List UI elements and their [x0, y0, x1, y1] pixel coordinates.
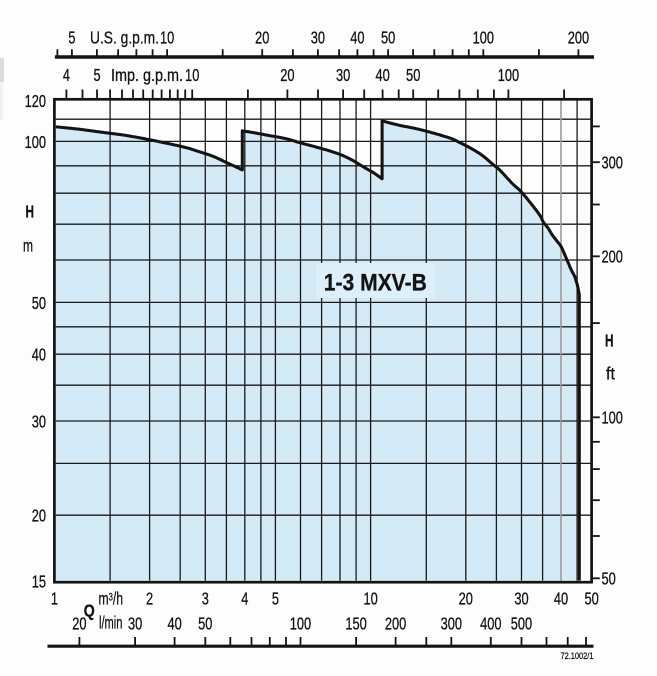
svg-text:20: 20 — [280, 65, 294, 85]
svg-text:Q: Q — [84, 601, 95, 621]
svg-text:100: 100 — [498, 65, 520, 85]
svg-text:20: 20 — [255, 27, 269, 47]
svg-text:120: 120 — [25, 91, 47, 111]
svg-text:150: 150 — [345, 614, 367, 634]
svg-text:10: 10 — [363, 588, 377, 608]
svg-text:50: 50 — [602, 569, 616, 589]
svg-text:20: 20 — [72, 614, 86, 634]
svg-text:200: 200 — [385, 614, 407, 634]
svg-text:ft: ft — [606, 363, 615, 383]
svg-text:50: 50 — [32, 293, 46, 313]
svg-text:U.S. g.p.m.: U.S. g.p.m. — [90, 27, 159, 47]
svg-text:200: 200 — [568, 27, 590, 47]
svg-text:100: 100 — [290, 614, 312, 634]
svg-text:Imp. g.p.m.: Imp. g.p.m. — [111, 65, 183, 85]
svg-text:10: 10 — [160, 27, 174, 47]
svg-text:50: 50 — [381, 27, 395, 47]
svg-text:H: H — [605, 330, 614, 350]
svg-text:3: 3 — [202, 588, 209, 608]
svg-text:10: 10 — [185, 65, 199, 85]
svg-text:40: 40 — [32, 345, 46, 365]
svg-text:H: H — [26, 201, 35, 221]
svg-text:30: 30 — [336, 65, 350, 85]
svg-text:40: 40 — [350, 27, 364, 47]
svg-text:30: 30 — [514, 588, 528, 608]
svg-text:4: 4 — [63, 65, 70, 85]
svg-text:100: 100 — [602, 408, 624, 428]
svg-text:5: 5 — [272, 588, 279, 608]
svg-text:40: 40 — [375, 65, 389, 85]
svg-text:30: 30 — [32, 411, 46, 431]
svg-text:2: 2 — [146, 588, 153, 608]
svg-text:300: 300 — [602, 153, 624, 173]
svg-text:72.1002/1: 72.1002/1 — [561, 651, 594, 661]
svg-text:m: m — [23, 235, 33, 255]
svg-text:40: 40 — [167, 614, 181, 634]
svg-text:20: 20 — [32, 506, 46, 526]
svg-text:5: 5 — [68, 27, 75, 47]
svg-text:l/min: l/min — [99, 613, 122, 633]
svg-text:200: 200 — [602, 247, 624, 267]
svg-text:m3/h: m3/h — [99, 588, 124, 608]
svg-text:50: 50 — [584, 588, 598, 608]
svg-text:4: 4 — [241, 588, 248, 608]
svg-text:1-3 MXV-B: 1-3 MXV-B — [324, 270, 427, 297]
svg-text:300: 300 — [441, 614, 463, 634]
svg-text:100: 100 — [473, 27, 495, 47]
svg-text:500: 500 — [511, 614, 533, 634]
svg-text:1: 1 — [51, 588, 58, 608]
svg-text:5: 5 — [93, 65, 100, 85]
svg-text:30: 30 — [128, 614, 142, 634]
svg-text:50: 50 — [406, 65, 420, 85]
svg-text:50: 50 — [198, 614, 212, 634]
svg-text:100: 100 — [25, 132, 47, 152]
svg-text:15: 15 — [32, 571, 46, 591]
svg-text:40: 40 — [554, 588, 568, 608]
svg-text:20: 20 — [459, 588, 473, 608]
svg-text:30: 30 — [311, 27, 325, 47]
svg-text:400: 400 — [480, 614, 502, 634]
